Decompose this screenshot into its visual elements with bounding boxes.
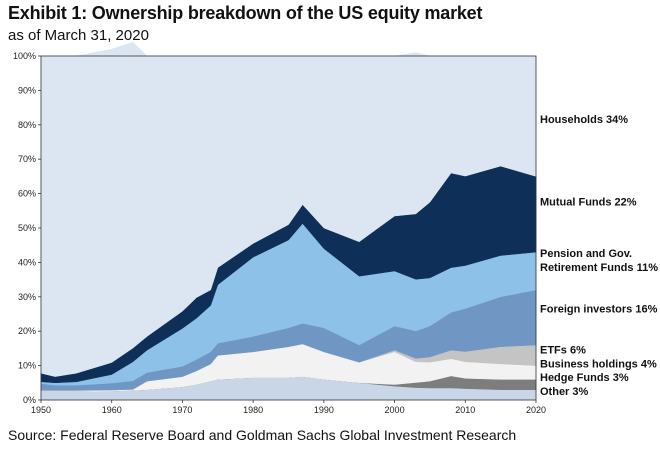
chart-subtitle: as of March 31, 2020: [8, 27, 149, 44]
x-tick-label: 1950: [31, 405, 51, 415]
x-tick-label: 2010: [455, 405, 475, 415]
y-tick-label: 60%: [18, 189, 36, 199]
chart-title: Exhibit 1: Ownership breakdown of the US…: [8, 3, 483, 23]
x-tick-label: 1990: [314, 405, 334, 415]
y-tick-label: 20%: [18, 326, 36, 336]
series-label-mutual-funds: Mutual Funds 22%: [540, 197, 637, 209]
y-tick-label: 100%: [13, 51, 36, 61]
y-tick-label: 10%: [18, 361, 36, 371]
y-tick-label: 50%: [18, 223, 36, 233]
area-layer: [40, 41, 537, 401]
x-tick-label: 1980: [243, 405, 263, 415]
series-label-households: Households 34%: [540, 114, 628, 126]
y-tick-label: 80%: [18, 120, 36, 130]
axes-layer: 0% 10% 20% 30% 40% 50% 60% 70% 80% 90% 100% 1950 196…: [13, 51, 546, 415]
x-tick-label: 2000: [385, 405, 405, 415]
series-label-other: Other 3%: [540, 386, 589, 398]
series-label-etfs: ETFs 6%: [540, 345, 586, 357]
series-label-foreign-investors: Foreign investors 16%: [540, 303, 658, 315]
y-tick-label: 30%: [18, 292, 36, 302]
y-tick-label: 70%: [18, 154, 36, 164]
series-label-business-holdings: Business holdings 4%: [540, 358, 657, 370]
series-label-hedge-funds: Hedge Funds 3%: [540, 372, 629, 384]
y-tick-label: 90%: [18, 85, 36, 95]
x-tick-label: 2020: [526, 405, 546, 415]
source-note: Source: Federal Reserve Board and Goldma…: [8, 427, 517, 443]
legend-layer: Households 34% Mutual Funds 22% Pension an…: [540, 114, 658, 398]
x-tick-label: 1970: [172, 405, 192, 415]
y-tick-label: 40%: [18, 257, 36, 267]
y-tick-label: 0%: [23, 395, 36, 405]
series-label-pension-and-gov-retirement-funds: Pension and Gov. Retirement Funds 11%: [540, 248, 658, 274]
x-tick-label: 1960: [102, 405, 122, 415]
